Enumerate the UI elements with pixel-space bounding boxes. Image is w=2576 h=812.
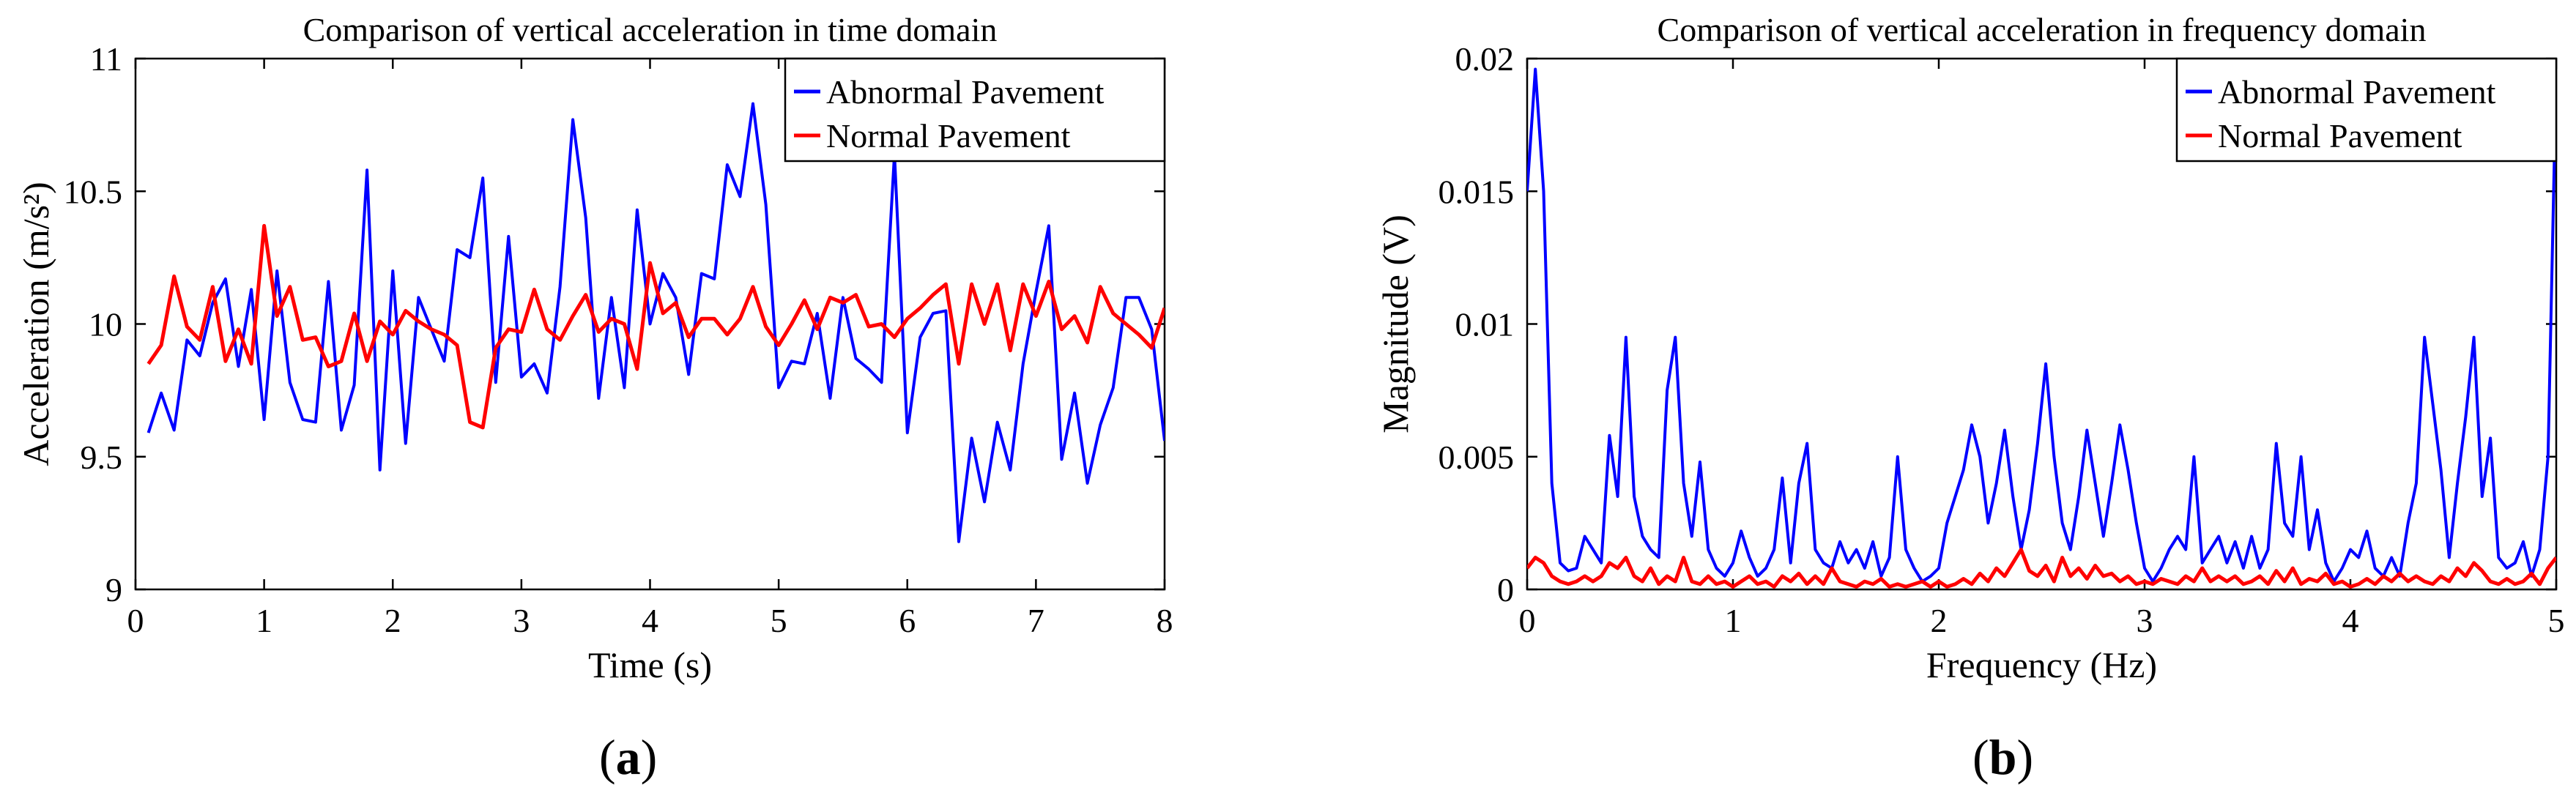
x-tick-label: 2 bbox=[1931, 602, 1948, 639]
series-line-abnormal-pavement bbox=[1527, 67, 2556, 584]
x-tick-label: 1 bbox=[256, 602, 272, 639]
caption-a: (a) bbox=[599, 729, 658, 785]
x-tick-label: 4 bbox=[642, 602, 658, 639]
series-line-normal-pavement bbox=[146, 223, 1165, 430]
x-tick-label: 5 bbox=[2548, 602, 2565, 639]
chart-title: Comparison of vertical acceleration in f… bbox=[1658, 11, 2427, 48]
x-tick-label: 0 bbox=[1519, 602, 1536, 639]
x-tick-label: 4 bbox=[2342, 602, 2359, 639]
x-tick-label: 3 bbox=[2137, 602, 2153, 639]
y-tick-label: 0 bbox=[1497, 571, 1514, 608]
x-tick-label: 3 bbox=[513, 602, 530, 639]
legend-entry-label: Normal Pavement bbox=[2218, 117, 2462, 154]
y-axis-label: Acceleration (m/s²) bbox=[15, 182, 56, 466]
x-axis-label: Time (s) bbox=[588, 644, 712, 685]
y-tick-label: 9 bbox=[105, 571, 122, 608]
y-tick-label: 0.01 bbox=[1455, 306, 1515, 343]
y-tick-label: 10.5 bbox=[64, 173, 123, 210]
x-tick-label: 2 bbox=[385, 602, 401, 639]
x-tick-label: 1 bbox=[1725, 602, 1742, 639]
y-tick-label: 0.005 bbox=[1439, 439, 1515, 476]
x-axis-label: Frequency (Hz) bbox=[1926, 644, 2157, 685]
legend-entry-label: Normal Pavement bbox=[826, 117, 1071, 154]
x-tick-label: 5 bbox=[771, 602, 787, 639]
x-tick-label: 6 bbox=[899, 602, 916, 639]
legend-entry-label: Abnormal Pavement bbox=[826, 73, 1105, 111]
legend: Abnormal Pavement Normal Pavement bbox=[784, 57, 1166, 163]
y-tick-label: 0.02 bbox=[1455, 40, 1515, 78]
x-tick-label: 7 bbox=[1028, 602, 1044, 639]
x-tick-label: 0 bbox=[127, 602, 144, 639]
series-line-abnormal-pavement bbox=[146, 102, 1165, 543]
legend-entry-label: Abnormal Pavement bbox=[2218, 73, 2496, 111]
x-tick-label: 8 bbox=[1157, 602, 1173, 639]
y-axis-label: Magnitude (V) bbox=[1375, 215, 1416, 433]
y-tick-label: 0.015 bbox=[1439, 173, 1515, 210]
legend: Abnormal Pavement Normal Pavement bbox=[2175, 57, 2558, 163]
time-domain-chart: Comparison of vertical acceleration in t… bbox=[15, 11, 1173, 685]
y-tick-label: 10 bbox=[89, 306, 122, 343]
y-tick-label: 9.5 bbox=[81, 439, 123, 476]
caption-b: (b) bbox=[1972, 729, 2034, 785]
series-line-normal-pavement bbox=[1527, 548, 2556, 589]
caption-b-label: b bbox=[1989, 729, 2017, 785]
legend-box bbox=[784, 57, 1166, 163]
frequency-domain-chart: Comparison of vertical acceleration in f… bbox=[1375, 11, 2565, 685]
y-tick-label: 11 bbox=[90, 40, 122, 78]
legend-box bbox=[2175, 57, 2558, 163]
chart-title: Comparison of vertical acceleration in t… bbox=[303, 11, 998, 48]
caption-a-label: a bbox=[615, 729, 641, 785]
